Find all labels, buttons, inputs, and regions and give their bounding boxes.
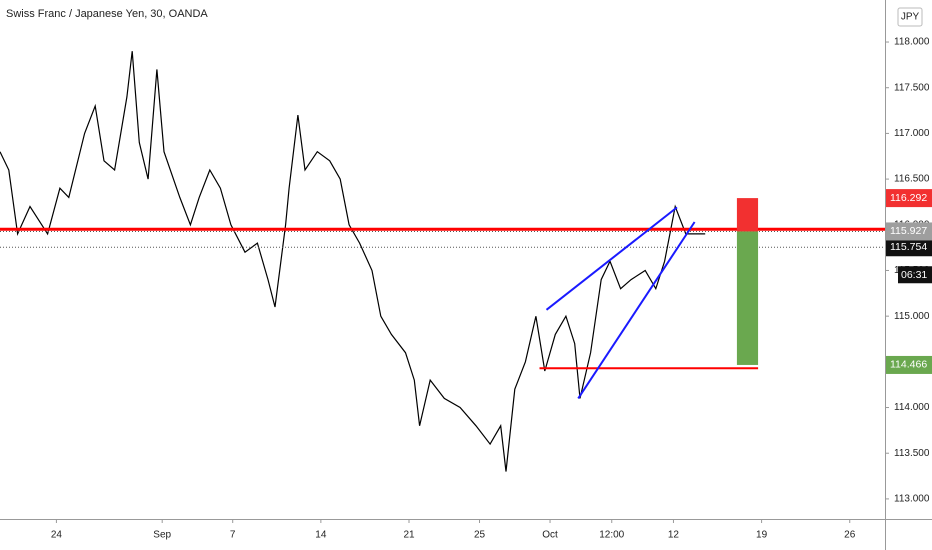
target-price-label: 114.466: [890, 359, 927, 371]
chart-title: Swiss Franc / Japanese Yen, 30, OANDA: [6, 8, 208, 20]
entry-price-label-box: [886, 222, 932, 241]
x-tick-label: 12: [668, 530, 680, 541]
position-stop: [736, 198, 759, 232]
y-tick-label: 114.000: [894, 402, 930, 413]
x-tick-label: 25: [474, 530, 486, 541]
y-tick-label: 118.000: [894, 37, 930, 48]
countdown-box: [898, 266, 932, 284]
target-price-label-box: [886, 355, 932, 374]
currency-label[interactable]: JPY: [901, 12, 920, 23]
x-tick-label: 21: [403, 530, 415, 541]
y-tick-label: 113.500: [894, 448, 930, 459]
last-price-label-box: [886, 238, 932, 257]
y-tick-label: 116.500: [894, 174, 930, 185]
entry-price-label: 115.927: [890, 225, 927, 237]
x-tick-label: 7: [230, 530, 236, 541]
currency-box[interactable]: [897, 7, 923, 27]
x-tick-label: 24: [51, 530, 63, 541]
y-tick-label: 117.000: [894, 128, 930, 139]
x-tick-label: 12:00: [599, 530, 624, 541]
drawn-line: [545, 206, 678, 311]
y-tick-label: 117.500: [894, 82, 930, 93]
x-tick-label: 26: [844, 530, 856, 541]
countdown-label: 06:31: [901, 269, 927, 281]
x-tick-label: 14: [315, 530, 327, 541]
last-price-label: 115.754: [890, 241, 927, 253]
stop-price-label: 116.292: [890, 192, 927, 204]
y-tick-label: 115.000: [894, 311, 930, 322]
x-tick-label: 19: [756, 530, 768, 541]
stop-price-label-box: [886, 189, 932, 208]
drawn-line: [577, 221, 696, 399]
y-tick-label: 113.000: [894, 494, 930, 505]
x-tick-label: Oct: [542, 530, 558, 541]
x-tick-label: Sep: [153, 530, 171, 541]
position-target: [736, 231, 759, 365]
